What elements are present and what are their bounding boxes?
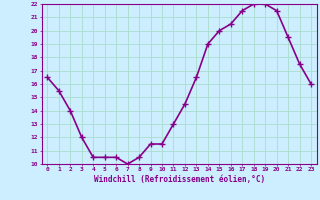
X-axis label: Windchill (Refroidissement éolien,°C): Windchill (Refroidissement éolien,°C) <box>94 175 265 184</box>
